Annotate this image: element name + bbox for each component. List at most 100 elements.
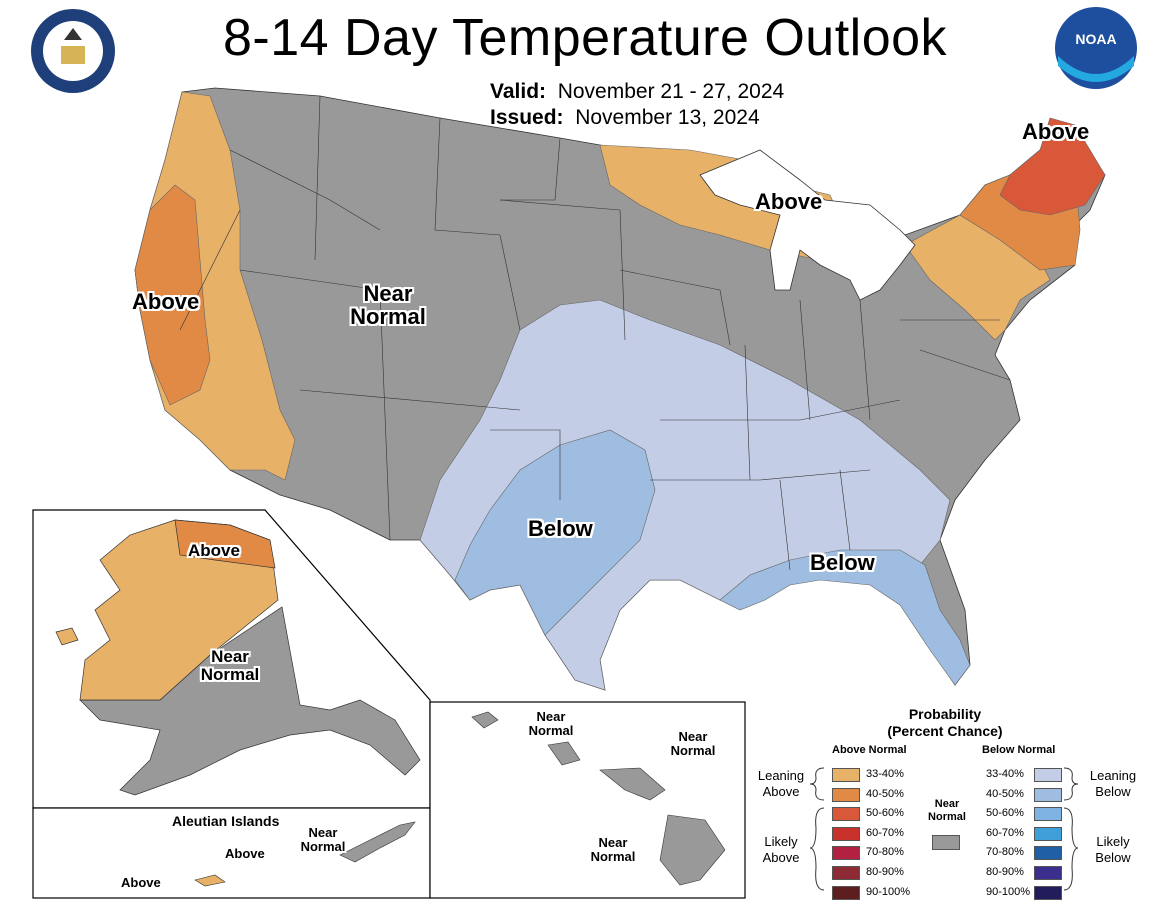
alaska-island [55,627,79,646]
hawaii-island-big [659,814,726,886]
issued-value: November 13, 2024 [575,106,760,129]
legend-above-swatch-1 [832,787,860,802]
west-above-normal-strong-region [134,184,211,406]
label-alaska-near-line1: Near [211,647,249,666]
label-hawaii-near-normal-c: Near Normal [588,836,638,863]
hawaii-island-kauai [471,711,499,729]
label-northeast-above: Above [1022,119,1090,144]
legend-above-label-6: 90-100% [866,885,911,898]
label-aleutian-above-right: Above [225,846,265,861]
label-hawaii-near-normal-b: Near Normal [668,730,718,757]
label-hawaii-near-normal-a: Near Normal [526,710,576,737]
label-greatlakes-above: Above [755,189,823,214]
legend-leaning-above-line1: Leaning [757,768,805,783]
legend-likely-below-line1: Likely [1096,834,1130,849]
legend-near-line1: Near [934,798,960,810]
page-title: 8-14 Day Temperature Outlook [222,9,948,67]
legend-title-line1: Probability [908,706,982,722]
legend-below-swatch-2 [1034,807,1062,822]
legend-below-swatch-1 [1034,787,1062,802]
label-aleutian-near-line1: Near [308,825,338,840]
legend-title: Probability (Percent Chance) [880,706,1010,740]
noaa-logo-icon: NOAA [1055,7,1137,89]
label-alaska-near-line2: Normal [200,664,260,684]
legend-likely-above-line2: Above [762,849,800,865]
issued-date: Issued: November 13, 2024 [490,106,760,130]
label-aleutian-above-left: Above [121,875,161,890]
alaska-above-normal-strong-region [174,519,276,569]
hawaii-island-oahu [547,741,581,766]
legend-above-swatch-3 [832,826,860,841]
aleutian-title: Aleutian Islands [172,813,280,829]
legend-title-line2: (Percent Chance) [887,722,1003,739]
gulf-below-normal-strong-region [719,549,971,686]
label-hawaii-a-line1: Near [536,709,566,724]
legend-above-label-5: 80-90% [866,866,904,878]
legend-leaning-below-line1: Leaning [1089,768,1137,783]
aleutian-islands-shape [339,821,416,863]
legend-below-label-5: 80-90% [986,866,1024,878]
label-hawaii-c-line2: Normal [590,848,636,864]
label-alaska-above: Above [188,541,240,560]
maine-above-normal-strongest-region [999,117,1106,216]
legend-likely-below-line2: Below [1095,849,1131,865]
legend-below-label-0: 33-40% [986,768,1024,780]
legend-below-header: Below Normal [982,744,1056,756]
legend-above-swatch-5 [832,866,860,880]
label-hawaii-a-line2: Normal [528,722,574,738]
legend-below-swatch-6 [1034,885,1062,900]
legend-leaning-above-line2: Above [762,783,800,799]
label-alaska-near-normal: Near Normal [195,648,265,684]
great-lakes-water [699,149,916,301]
noaa-logo-text: NOAA [1075,31,1116,47]
legend-above-header: Above Normal [832,744,907,756]
label-aleutian-near-normal: Near Normal [298,826,348,853]
legend-above-label-1: 40-50% [866,787,904,800]
valid-label: Valid: [490,80,547,103]
hawaii-island-maui [599,767,666,801]
legend-above-label-4: 70-80% [866,846,904,859]
legend-likely-above-line1: Likely [764,834,798,849]
department-of-commerce-seal-icon [31,9,115,93]
legend-below-label-4: 70-80% [986,846,1024,859]
label-conus-near-line1: Near [363,281,413,306]
legend-likely-below: Likely Below [1082,834,1144,865]
label-southplains-below: Below [528,516,593,541]
legend-near-header: Near Normal [922,798,972,824]
legend-near-line2: Normal [928,811,966,824]
texas-below-normal-strong-region [454,429,656,636]
legend-leaning-above: Leaning Above [752,768,810,799]
legend-below-swatch-0 [1034,768,1062,782]
label-hawaii-c-line1: Near [598,835,628,850]
legend-leaning-below: Leaning Below [1082,768,1144,799]
legend-leaning-below-line2: Below [1095,783,1131,799]
legend-above-label-0: 33-40% [866,768,904,780]
legend-above-label-2: 50-60% [866,807,904,820]
legend-above-swatch-0 [832,768,860,782]
label-west-above: Above [132,289,200,314]
legend-above-swatch-2 [832,807,860,822]
issued-label: Issued: [490,106,564,129]
legend-likely-above: Likely Above [752,834,810,865]
label-conus-near-line2: Normal [350,304,426,330]
legend-below-label-6: 90-100% [986,885,1031,898]
legend-below-swatch-4 [1034,846,1062,861]
legend-above-swatch-4 [832,846,860,861]
valid-dates: Valid: November 21 - 27, 2024 [490,80,784,104]
alaska-near-normal-region [79,606,421,796]
legend-below-swatch-3 [1034,826,1062,841]
label-aleutian-near-line2: Normal [300,838,346,854]
label-conus-near-normal: Near Normal [348,282,428,328]
legend-below-label-1: 40-50% [986,787,1024,800]
label-hawaii-b-line1: Near [678,729,708,744]
legend-near-normal-swatch [932,835,960,850]
legend-below-swatch-5 [1034,866,1062,880]
valid-value: November 21 - 27, 2024 [557,80,785,103]
legend-above-swatch-6 [832,885,860,900]
legend-below-label-2: 50-60% [986,807,1024,820]
state-boundaries [179,95,1011,571]
aleutian-above-islands [194,874,226,887]
legend-below-label-3: 60-70% [986,826,1024,839]
label-hawaii-b-line2: Normal [670,742,716,758]
